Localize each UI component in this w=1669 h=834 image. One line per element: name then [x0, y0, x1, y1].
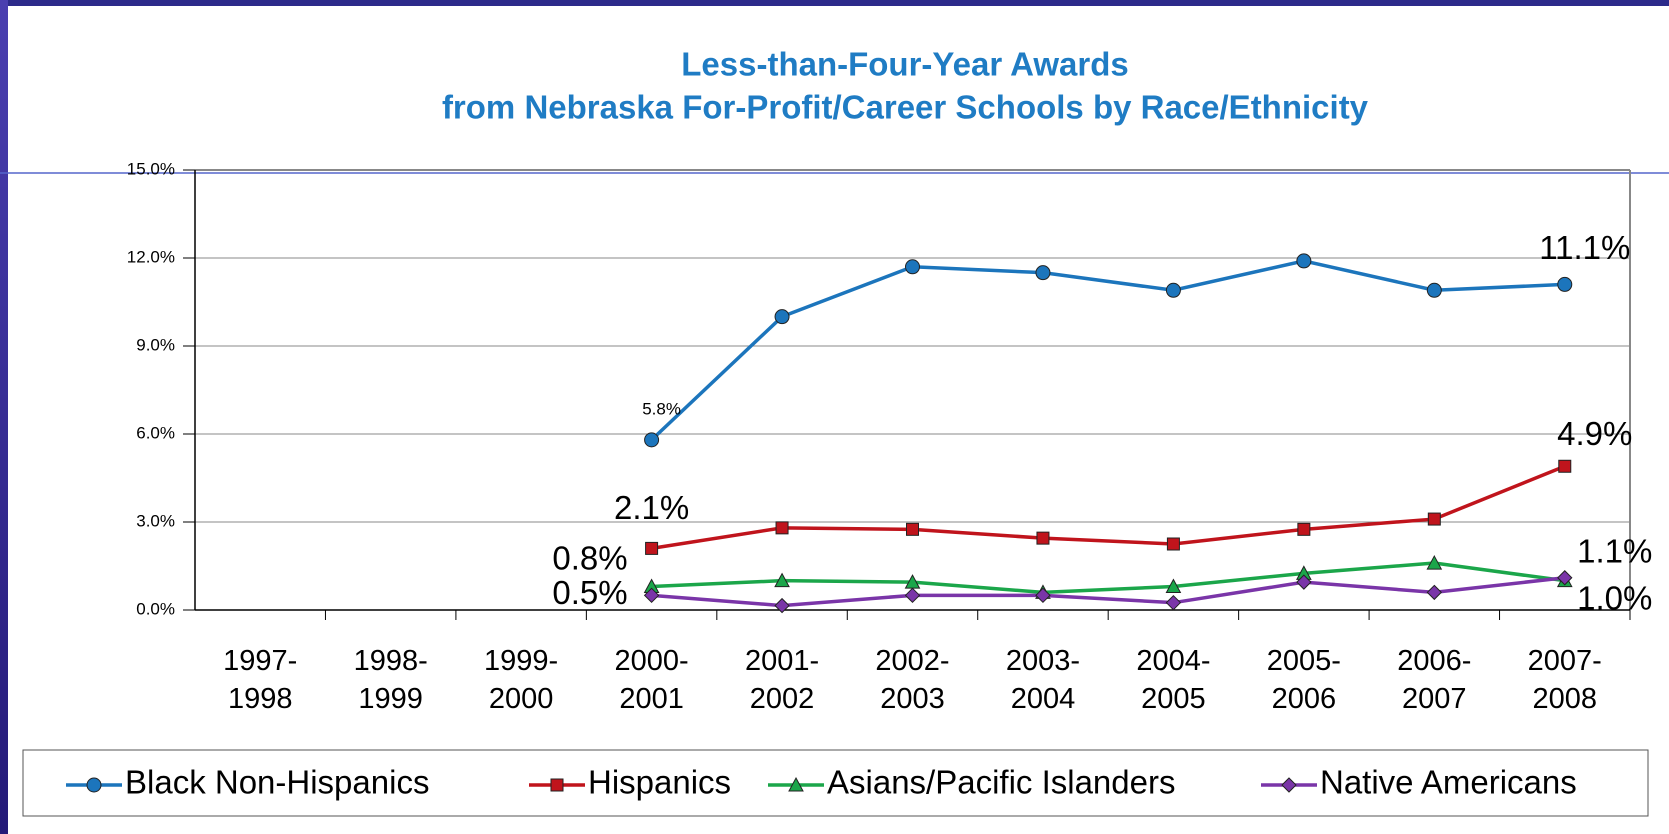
x-tick-label-line: 2006-: [1397, 645, 1471, 677]
x-tick-label: 2004- 2005: [1136, 645, 1210, 715]
marker: [1426, 555, 1443, 570]
x-tick-label-line: 2002-: [875, 645, 949, 677]
legend-marker: [550, 778, 564, 792]
series-line: [651, 561, 1566, 595]
data-label: 1.0%: [1577, 579, 1652, 616]
x-tick-label-line: 2005-: [1267, 645, 1341, 677]
y-tick-label: 12.0%: [127, 247, 175, 266]
x-tick-label-line: 1998: [228, 683, 293, 715]
x-tick-label-line: 2004: [1011, 683, 1076, 715]
marker: [1297, 522, 1311, 536]
series-line: [650, 259, 1565, 442]
series-line: [651, 575, 1565, 608]
legend-marker: [788, 776, 804, 792]
legend-box: [22, 749, 1649, 817]
marker: [774, 572, 790, 588]
y-tick-label: 6.0%: [136, 423, 175, 442]
marker: [775, 521, 789, 535]
marker: [1296, 253, 1312, 269]
left-edge: [0, 0, 8, 834]
x-tick-label-line: 1997-: [223, 645, 297, 677]
x-tick-label: 2000- 2001: [615, 645, 689, 715]
legend-label: Asians/Pacific Islanders: [827, 764, 1175, 801]
x-tick-label-line: 2000: [489, 683, 554, 715]
x-tick-label: 2005- 2006: [1267, 645, 1341, 715]
x-tick-label: 1999- 2000: [484, 645, 558, 715]
marker: [1296, 574, 1312, 590]
marker: [643, 587, 660, 604]
top-edge: [0, 0, 1669, 6]
marker: [1166, 537, 1180, 551]
legend-label: Hispanics: [588, 764, 731, 801]
marker: [1036, 531, 1050, 545]
marker: [1557, 276, 1573, 292]
marker: [1426, 584, 1443, 601]
x-tick-label-line: 2006: [1272, 683, 1337, 715]
x-tick-label-line: 1998-: [354, 645, 428, 677]
marker: [774, 309, 790, 325]
chart-title: from Nebraska For-Profit/Career Schools …: [442, 89, 1369, 126]
x-tick-label: 1998- 1999: [354, 645, 428, 715]
x-tick-label: 1997- 1998: [223, 645, 297, 715]
chart-title: Less-than-Four-Year Awards: [681, 46, 1128, 83]
x-tick-label-line: 2000-: [615, 645, 689, 677]
x-tick-label-line: 2007-: [1528, 645, 1602, 677]
marker: [774, 597, 790, 614]
marker: [1035, 265, 1051, 281]
marker: [906, 522, 919, 536]
marker: [1558, 459, 1572, 473]
legend-label: Black Non-Hispanics: [125, 764, 429, 801]
marker: [904, 587, 921, 604]
series-line: [651, 464, 1566, 551]
x-tick-label-line: 2008: [1533, 683, 1598, 715]
x-tick-label-line: 2001: [619, 683, 684, 715]
marker: [1165, 594, 1182, 611]
x-tick-label-line: 2002: [750, 683, 815, 715]
marker: [1035, 587, 1051, 604]
x-tick-label: 2001- 2002: [745, 645, 819, 715]
marker: [1165, 282, 1181, 298]
y-tick-label: 15.0%: [127, 159, 175, 178]
data-label: 4.9%: [1557, 415, 1632, 452]
x-tick-label: 2002- 2003: [875, 645, 949, 715]
y-tick-label: 3.0%: [136, 511, 175, 530]
x-tick-label-line: 2007: [1402, 683, 1467, 715]
legend-marker: [86, 777, 102, 793]
y-tick-label: 0.0%: [136, 599, 175, 618]
marker: [1427, 512, 1441, 526]
marker: [1426, 282, 1442, 298]
x-tick-label-line: 2003: [880, 683, 945, 715]
data-label: 1.1%: [1577, 532, 1652, 569]
data-label: 0.8%: [552, 539, 627, 576]
marker: [1165, 578, 1182, 594]
data-label: 2.1%: [614, 489, 689, 526]
legend-marker: [1281, 777, 1297, 793]
data-label: 11.1%: [1539, 229, 1630, 266]
y-tick-label: 9.0%: [136, 335, 175, 354]
x-tick-label-line: 2003-: [1006, 645, 1080, 677]
marker: [1557, 570, 1573, 586]
marker: [645, 541, 659, 555]
data-label: 5.8%: [642, 399, 681, 418]
x-tick-label-line: 2005: [1141, 683, 1206, 715]
x-tick-label-line: 1999: [358, 683, 423, 715]
marker: [905, 259, 920, 275]
data-label: 0.5%: [552, 574, 627, 611]
x-tick-label: 2003- 2004: [1006, 645, 1080, 715]
legend-label: Native Americans: [1320, 764, 1577, 801]
x-tick-label-line: 2004-: [1136, 645, 1210, 677]
x-tick-label: 2006- 2007: [1397, 645, 1471, 715]
marker: [644, 432, 660, 448]
x-tick-label-line: 1999-: [484, 645, 558, 677]
x-tick-label: 2007- 2008: [1528, 645, 1602, 715]
x-tick-label-line: 2001-: [745, 645, 819, 677]
